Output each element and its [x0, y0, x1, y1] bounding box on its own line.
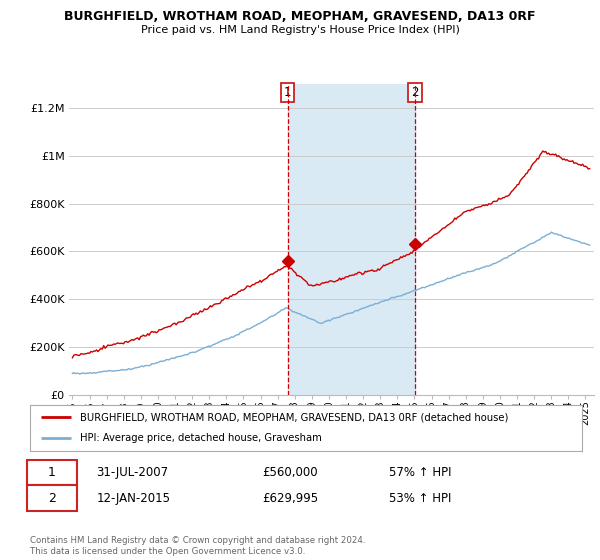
Text: 53% ↑ HPI: 53% ↑ HPI	[389, 492, 451, 505]
Text: 31-JUL-2007: 31-JUL-2007	[96, 466, 169, 479]
Text: £629,995: £629,995	[262, 492, 318, 505]
Text: £560,000: £560,000	[262, 466, 317, 479]
Text: 2: 2	[48, 492, 56, 505]
FancyBboxPatch shape	[27, 460, 77, 486]
Text: 1: 1	[48, 466, 56, 479]
FancyBboxPatch shape	[27, 486, 77, 511]
Text: BURGHFIELD, WROTHAM ROAD, MEOPHAM, GRAVESEND, DA13 0RF (detached house): BURGHFIELD, WROTHAM ROAD, MEOPHAM, GRAVE…	[80, 412, 508, 422]
Text: BURGHFIELD, WROTHAM ROAD, MEOPHAM, GRAVESEND, DA13 0RF: BURGHFIELD, WROTHAM ROAD, MEOPHAM, GRAVE…	[64, 10, 536, 23]
Bar	[287, 84, 415, 395]
Text: Price paid vs. HM Land Registry's House Price Index (HPI): Price paid vs. HM Land Registry's House …	[140, 25, 460, 35]
Text: HPI: Average price, detached house, Gravesham: HPI: Average price, detached house, Grav…	[80, 433, 322, 444]
Text: 12-JAN-2015: 12-JAN-2015	[96, 492, 170, 505]
Text: 2: 2	[412, 86, 419, 99]
Text: Contains HM Land Registry data © Crown copyright and database right 2024.
This d: Contains HM Land Registry data © Crown c…	[30, 536, 365, 556]
Text: 1: 1	[284, 86, 292, 99]
Text: 57% ↑ HPI: 57% ↑ HPI	[389, 466, 451, 479]
